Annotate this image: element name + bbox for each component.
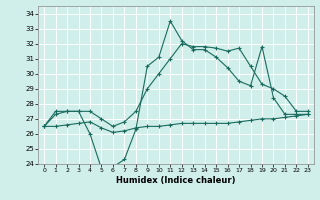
X-axis label: Humidex (Indice chaleur): Humidex (Indice chaleur) — [116, 176, 236, 185]
